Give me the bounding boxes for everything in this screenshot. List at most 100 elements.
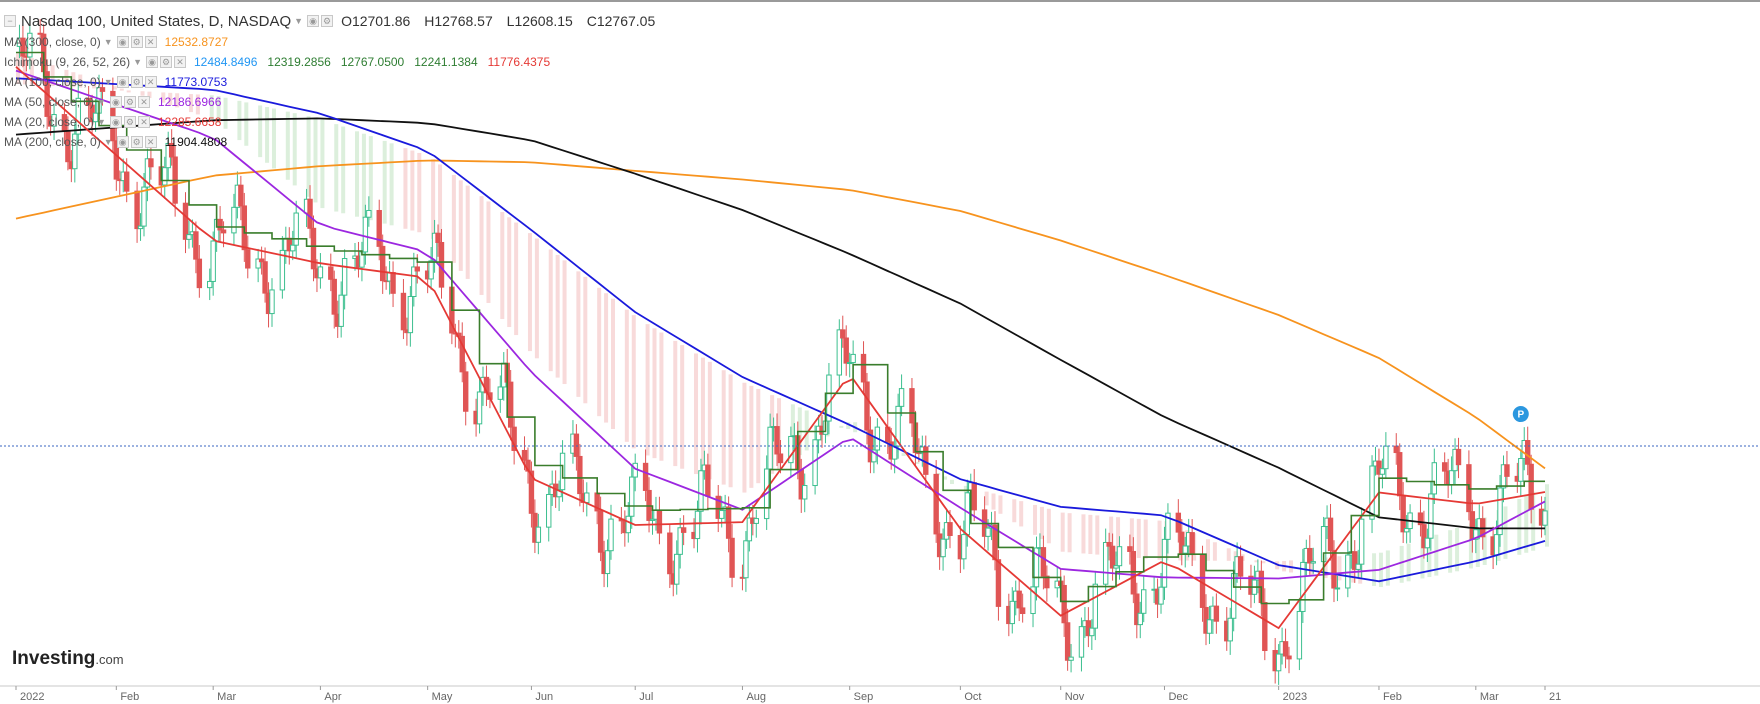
visibility-icon[interactable]: ◉ (307, 15, 320, 27)
gear-icon[interactable]: ⚙ (321, 15, 334, 27)
chevron-down-icon[interactable]: ▼ (103, 137, 113, 147)
cloud-segment (389, 143, 394, 226)
candle (92, 99, 99, 132)
candle-body (238, 184, 244, 207)
gear-icon[interactable]: ⚙ (160, 56, 172, 68)
indicator-label[interactable]: MA (200, close, 0) (4, 135, 101, 149)
candle-body (1227, 617, 1233, 642)
candle-body (1158, 586, 1164, 605)
cloud-segment (313, 117, 318, 203)
candle (1182, 536, 1188, 568)
cloud-segment (244, 102, 249, 146)
candle (310, 215, 317, 282)
candle (1421, 510, 1427, 559)
x-tick-label: Feb (120, 691, 139, 703)
cloud-segment (680, 345, 685, 469)
gear-icon[interactable]: ⚙ (130, 136, 143, 148)
chevron-down-icon[interactable]: ▼ (103, 77, 113, 87)
visibility-icon[interactable]: ◉ (109, 116, 122, 128)
candle (269, 278, 275, 327)
candle (1206, 605, 1213, 644)
visibility-icon[interactable]: ◉ (116, 76, 129, 88)
indicator-label[interactable]: Ichimoku (9, 26, 52, 26) (4, 55, 131, 69)
gear-icon[interactable]: ⚙ (130, 36, 143, 48)
candle (729, 524, 735, 588)
visibility-icon[interactable]: ◉ (116, 36, 129, 48)
candle-body (677, 527, 683, 555)
candle-body (1078, 626, 1085, 658)
cloud-segment (195, 94, 200, 115)
candle (207, 268, 213, 301)
candle-body (1400, 495, 1406, 533)
cloud-segment (479, 196, 484, 295)
cloud-segment (631, 315, 636, 449)
chevron-down-icon[interactable]: ▼ (97, 117, 106, 127)
candle-body (840, 329, 846, 339)
chevron-down-icon[interactable]: ▼ (294, 16, 304, 26)
candle (898, 374, 905, 417)
indicator-label[interactable]: MA (300, close, 0) (4, 35, 101, 49)
candle (1165, 503, 1171, 554)
symbol-title[interactable]: Nasdaq 100, United States, D, NASDAQ (21, 12, 292, 30)
candle-body (788, 435, 794, 464)
candle-body (210, 240, 216, 282)
x-tick-label: Apr (324, 691, 341, 703)
candle (1141, 575, 1147, 623)
candle-body (269, 289, 275, 315)
close-icon[interactable]: ✕ (174, 56, 186, 68)
close-icon[interactable]: ✕ (137, 96, 150, 108)
candle-body (777, 453, 784, 464)
cloud-segment (140, 91, 145, 96)
candle (1473, 518, 1479, 554)
cloud-segment (1531, 491, 1536, 551)
gear-icon[interactable]: ⚙ (130, 76, 143, 88)
chevron-down-icon[interactable]: ▼ (103, 37, 113, 47)
candle-body (1421, 524, 1427, 549)
cloud-segment (112, 86, 117, 90)
candle-body (656, 509, 663, 534)
chevron-down-icon[interactable]: ▼ (97, 97, 106, 107)
cloud-segment (403, 148, 408, 229)
cloud-segment (555, 254, 560, 378)
p-marker[interactable]: P (1512, 406, 1529, 423)
close-icon[interactable]: ✕ (137, 116, 150, 128)
close-icon[interactable]: ✕ (144, 36, 157, 48)
chevron-down-icon[interactable]: ▼ (133, 57, 142, 67)
gear-icon[interactable]: ⚙ (123, 116, 136, 128)
candle-body (1352, 551, 1358, 570)
gear-icon[interactable]: ⚙ (123, 96, 136, 108)
candle-body (1473, 529, 1479, 540)
candle (51, 103, 57, 140)
candle-body (1518, 458, 1524, 482)
investing-logo: Investing.com (12, 648, 124, 670)
cloud-segment (1337, 556, 1342, 581)
p-marker-circle (1512, 406, 1529, 423)
cloud-segment (694, 353, 699, 475)
cloud-segment (1067, 513, 1072, 553)
candle-body (1009, 600, 1015, 625)
indicator-controls: ◉ ⚙ ✕ (146, 56, 186, 68)
close-icon[interactable]: ✕ (144, 76, 157, 88)
indicator-controls: ◉ ⚙ ✕ (116, 136, 157, 148)
indicator-label[interactable]: MA (100, close, 0) (4, 75, 101, 89)
collapse-icon[interactable]: − (4, 15, 16, 27)
candle-body (428, 260, 434, 280)
title-controls: ◉ ⚙ (307, 15, 334, 27)
candle (1441, 452, 1448, 486)
cloud-segment (624, 309, 629, 442)
cloud-segment (1046, 508, 1051, 544)
indicator-label[interactable]: MA (50, close, 0) (4, 95, 95, 109)
visibility-icon[interactable]: ◉ (116, 136, 129, 148)
candle (546, 485, 552, 542)
candle (196, 245, 203, 298)
cloud-segment (126, 90, 131, 93)
candle-body (293, 212, 299, 246)
candle-body (220, 229, 227, 234)
cloud-segment (1475, 521, 1480, 567)
close-icon[interactable]: ✕ (144, 136, 157, 148)
indicator-label[interactable]: MA (20, close, 0) (4, 115, 95, 129)
candle-body (317, 266, 324, 279)
visibility-icon[interactable]: ◉ (109, 96, 122, 108)
visibility-icon[interactable]: ◉ (146, 56, 158, 68)
